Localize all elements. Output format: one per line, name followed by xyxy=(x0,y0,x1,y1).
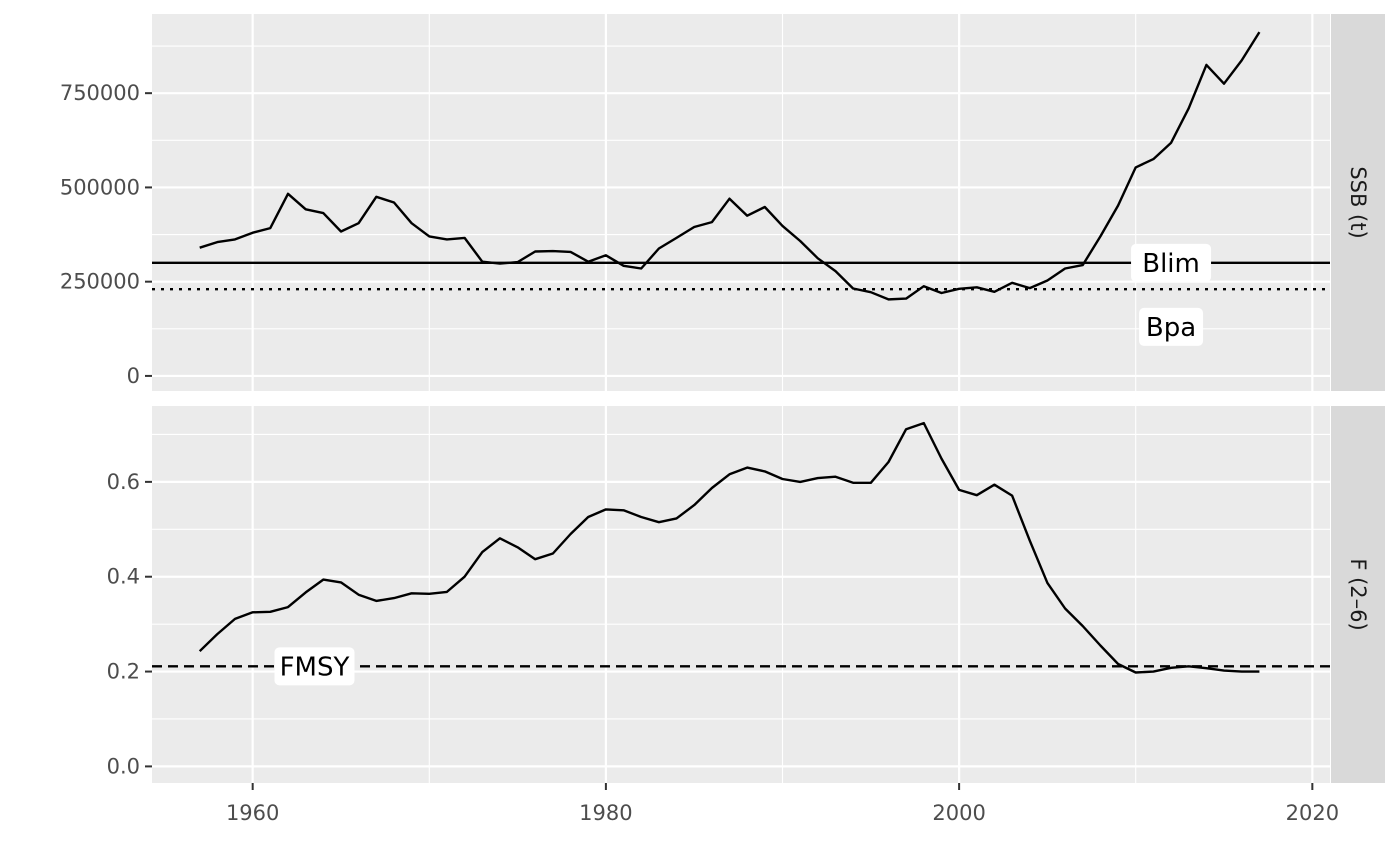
x-tick-label: 1960 xyxy=(226,801,279,825)
y-tick-label: 0.2 xyxy=(107,660,140,684)
series-line-panel-0 xyxy=(199,31,1261,301)
y-tick-label: 500000 xyxy=(60,175,140,199)
reference-label-box-fmsy xyxy=(274,647,355,686)
y-tick-label: 0.0 xyxy=(107,754,140,778)
reference-label-fmsy: FMSY xyxy=(280,652,350,682)
reference-label-box-bpa xyxy=(1139,307,1204,346)
x-tick-label: 2020 xyxy=(1286,801,1339,825)
x-tick-label: 1980 xyxy=(579,801,632,825)
facet-strip-0 xyxy=(1331,14,1385,391)
reference-label-bpa: Bpa xyxy=(1146,313,1196,343)
facet-strip-1 xyxy=(1331,406,1385,783)
panel-background-1 xyxy=(152,406,1330,783)
y-tick-label: 250000 xyxy=(60,270,140,294)
y-tick-label: 0.6 xyxy=(107,470,140,494)
panel-background-0 xyxy=(152,14,1330,391)
x-tick-label: 2000 xyxy=(932,801,985,825)
facet-strip-label: F (2–6) xyxy=(1346,558,1370,630)
y-tick-label: 750000 xyxy=(60,81,140,105)
y-tick-label: 0 xyxy=(127,364,140,388)
y-tick-label: 0.4 xyxy=(107,565,140,589)
facet-strip-label: SSB (t) xyxy=(1346,166,1370,238)
reference-label-blim: Blim xyxy=(1142,249,1200,279)
reference-label-box-blim xyxy=(1131,243,1212,282)
series-line-panel-1 xyxy=(198,421,1260,674)
